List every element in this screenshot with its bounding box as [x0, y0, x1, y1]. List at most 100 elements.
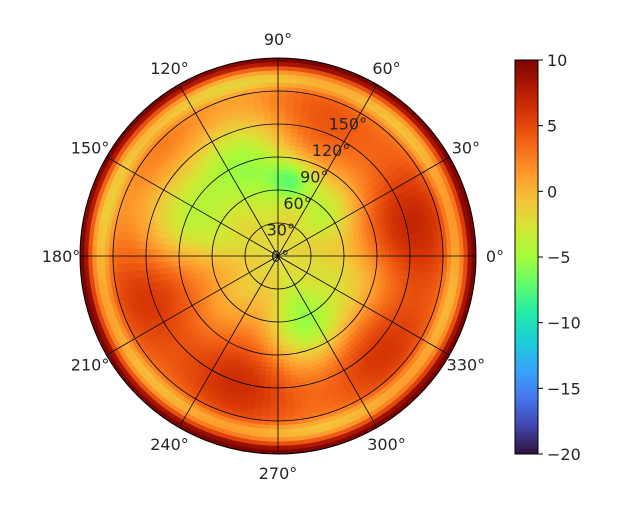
heatmap-cell — [286, 257, 291, 259]
heatmap-cell — [260, 236, 266, 241]
heatmap-cell — [280, 249, 284, 253]
heatmap-cell — [261, 252, 266, 255]
heatmap-cell — [250, 242, 256, 247]
heatmap-cell — [241, 262, 247, 267]
heatmap-cell — [262, 248, 267, 252]
heatmap-cell — [290, 266, 295, 271]
heatmap-cell — [279, 226, 282, 232]
heatmap-cell — [263, 272, 267, 278]
heatmap-cell — [313, 244, 319, 249]
heatmap-cell — [272, 248, 276, 253]
heatmap-cell — [296, 286, 302, 293]
heatmap-cell — [237, 263, 243, 268]
heatmap-cell — [261, 258, 267, 261]
heatmap-cell — [270, 279, 274, 285]
heatmap-cell — [292, 284, 298, 290]
heatmap-cell — [266, 250, 271, 253]
heatmap-cell — [240, 272, 246, 278]
heatmap-cell — [272, 259, 276, 263]
heatmap-cell — [280, 259, 284, 264]
heatmap-cell — [280, 226, 283, 232]
heatmap-cell — [287, 228, 292, 234]
heatmap-cell — [265, 258, 271, 262]
heatmap-cell — [280, 272, 283, 277]
heatmap-cell — [278, 288, 281, 294]
heatmap-cell — [290, 253, 296, 255]
heatmap-cell — [234, 268, 240, 273]
heatmap-cell — [245, 262, 251, 265]
heatmap-cell — [268, 261, 273, 266]
heatmap-cell — [291, 237, 296, 242]
heatmap-cell — [246, 233, 252, 239]
heatmap-cell — [280, 259, 284, 263]
heatmap-cell — [265, 256, 270, 258]
heatmap-cell — [293, 260, 299, 263]
heatmap-cell — [273, 214, 277, 220]
heatmap-cell — [289, 260, 295, 263]
heatmap-cell — [265, 243, 270, 248]
heatmap-cell — [228, 248, 234, 252]
heatmap-cell — [280, 276, 283, 282]
heatmap-cell — [287, 244, 292, 249]
heatmap-cell — [267, 227, 271, 233]
heatmap-cell — [281, 257, 287, 261]
heatmap-cell — [297, 261, 303, 264]
heatmap-cell — [269, 254, 274, 256]
heatmap-cell — [239, 237, 245, 242]
heatmap-cell — [295, 242, 300, 246]
heatmap-cell — [289, 272, 294, 278]
heatmap-cell — [279, 263, 282, 269]
heatmap-cell — [264, 245, 269, 249]
heatmap-cell — [282, 239, 285, 245]
heatmap-cell — [275, 272, 278, 278]
heatmap-cell — [267, 242, 271, 247]
heatmap-cell — [259, 213, 264, 219]
heatmap-cell — [292, 293, 297, 299]
heatmap-cell — [262, 261, 268, 264]
heatmap-cell — [280, 263, 284, 269]
heatmap-cell — [265, 251, 271, 254]
heatmap-cell — [326, 247, 332, 251]
heatmap-cell — [257, 258, 262, 261]
heatmap-cell — [270, 227, 273, 233]
heatmap-cell — [252, 259, 258, 262]
heatmap-cell — [293, 259, 299, 262]
heatmap-cell — [301, 262, 307, 266]
heatmap-cell — [274, 259, 277, 265]
heatmap-cell — [245, 235, 251, 240]
heatmap-cell — [263, 290, 267, 296]
heatmap-cell — [269, 271, 273, 276]
heatmap-cell — [284, 270, 288, 276]
heatmap-cell — [292, 232, 297, 237]
heatmap-cell — [270, 258, 275, 262]
heatmap-cell — [265, 243, 270, 248]
heatmap-cell — [289, 290, 294, 296]
heatmap-cell — [269, 257, 275, 260]
heatmap-cell — [238, 267, 244, 272]
heatmap-cell — [271, 250, 275, 254]
heatmap-cell — [264, 263, 269, 267]
heatmap-cell — [260, 285, 265, 291]
heatmap-cell — [281, 256, 287, 259]
heatmap-cell — [257, 251, 262, 254]
heatmap-cell — [271, 258, 275, 262]
heatmap-cell — [294, 223, 299, 229]
heatmap-cell — [285, 257, 291, 260]
heatmap-cell — [256, 213, 262, 220]
heatmap-cell — [259, 245, 264, 249]
heatmap-cell — [265, 264, 270, 269]
heatmap-cell — [291, 221, 296, 227]
heatmap-cell — [280, 249, 285, 254]
heatmap-cell — [310, 236, 317, 241]
heatmap-cell — [260, 216, 265, 223]
heatmap-cell — [244, 256, 250, 258]
heatmap-cell — [293, 249, 299, 252]
heatmap-cell — [269, 236, 273, 241]
heatmap-cell — [254, 236, 260, 241]
heatmap-cell — [278, 259, 281, 265]
heatmap-cell — [285, 265, 290, 270]
heatmap-cell — [281, 251, 287, 255]
heatmap-cell — [275, 234, 278, 240]
heatmap-cell — [298, 268, 304, 273]
heatmap-cell — [272, 301, 276, 307]
